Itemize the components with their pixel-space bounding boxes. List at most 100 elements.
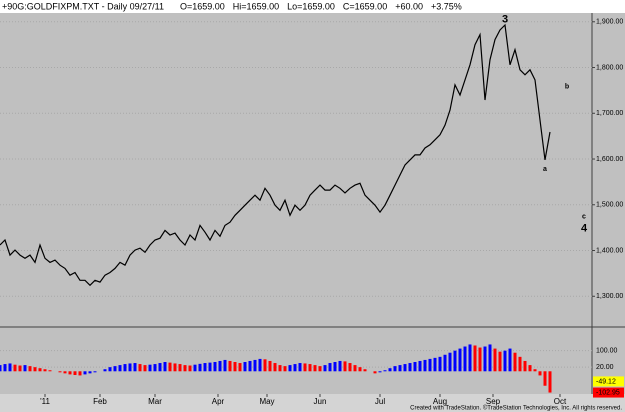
y-tick-label: 100.00 xyxy=(596,347,618,354)
y-tick-label: 1,600.00 xyxy=(596,156,623,163)
histogram-bar xyxy=(138,364,142,372)
histogram-bar xyxy=(398,365,402,372)
histogram-bar xyxy=(523,360,527,372)
histogram-bar xyxy=(148,364,152,372)
histogram-bar xyxy=(78,371,82,376)
x-tick-label: Aug xyxy=(433,397,447,406)
histogram-bar xyxy=(268,360,272,372)
histogram-bar xyxy=(73,371,77,376)
histogram-bar xyxy=(213,362,217,372)
price-line xyxy=(0,23,551,287)
histogram-bar xyxy=(428,358,432,372)
y-tick-label: 1,800.00 xyxy=(596,64,623,71)
histogram-bar xyxy=(168,362,172,372)
histogram-bar xyxy=(488,344,492,372)
histogram-bar xyxy=(273,363,277,372)
histogram-bar xyxy=(408,363,412,372)
histogram-bar xyxy=(458,348,462,372)
histogram-bar xyxy=(38,368,42,372)
histogram-bar xyxy=(438,356,442,372)
histogram-bar xyxy=(293,364,297,372)
histogram-bar xyxy=(393,366,397,372)
histogram-bar xyxy=(328,363,332,372)
histogram-bar xyxy=(228,360,232,372)
annotation: b xyxy=(565,84,569,91)
x-tick-label: Jul xyxy=(375,397,385,406)
histogram-bar xyxy=(238,363,242,372)
histogram-bar xyxy=(183,365,187,372)
header-field: +60.00 xyxy=(395,1,423,11)
histogram-bar xyxy=(363,369,367,372)
histogram-bar xyxy=(338,360,342,372)
value-marker-box xyxy=(593,376,624,387)
histogram-bar xyxy=(343,361,347,372)
histogram-bar xyxy=(33,367,37,372)
histogram-bar xyxy=(308,364,312,372)
histogram-bar xyxy=(463,346,467,372)
histogram-bar xyxy=(528,365,532,372)
histogram-bar xyxy=(388,368,392,372)
histogram-bar xyxy=(288,365,292,372)
histogram-bar xyxy=(28,366,32,372)
histogram-bar xyxy=(253,359,257,372)
histogram-bar xyxy=(263,359,267,372)
histogram-bar xyxy=(248,360,252,372)
histogram-bar xyxy=(88,371,92,374)
annotation: c xyxy=(582,214,586,221)
histogram-bar xyxy=(158,363,162,372)
histogram-bar xyxy=(478,347,482,372)
histogram-bar xyxy=(258,358,262,372)
histogram-bar xyxy=(303,363,307,372)
histogram-bar xyxy=(218,360,222,372)
histogram-bar xyxy=(333,362,337,372)
histogram-bar xyxy=(43,369,47,372)
histogram-bar xyxy=(423,359,427,372)
x-tick-label: Sep xyxy=(486,397,501,406)
header-field: Hi=1659.00 xyxy=(233,1,279,11)
y-tick-label: 1,400.00 xyxy=(596,247,623,254)
histogram-bar xyxy=(113,366,117,372)
histogram-bar xyxy=(498,351,502,372)
histogram-bar xyxy=(473,345,477,372)
histogram-bar xyxy=(378,371,382,373)
histogram-bar xyxy=(443,354,447,372)
histogram-bar xyxy=(223,359,227,372)
histogram-bar xyxy=(313,365,317,372)
x-tick-label: Feb xyxy=(93,397,107,406)
histogram-bar xyxy=(18,365,22,372)
histogram-bar xyxy=(433,357,437,372)
header-field: C=1659.00 xyxy=(343,1,387,11)
histogram-bar xyxy=(503,350,507,372)
x-tick-label: Oct xyxy=(554,397,567,406)
histogram-bar xyxy=(13,364,17,372)
histogram-bar xyxy=(143,365,147,372)
histogram-bar xyxy=(173,363,177,372)
histogram-bar xyxy=(123,364,127,372)
histogram-bar xyxy=(178,364,182,372)
x-tick-label: Jun xyxy=(314,397,327,406)
histogram-bar xyxy=(538,371,542,376)
histogram-bar xyxy=(128,363,132,372)
y-tick-label: 20.00 xyxy=(596,364,614,371)
y-tick-label: 1,300.00 xyxy=(596,293,623,300)
x-tick-label: Apr xyxy=(212,397,225,406)
histogram-bar xyxy=(353,365,357,372)
histogram-bar xyxy=(193,364,197,372)
histogram-bar xyxy=(93,371,97,373)
header-field: +3.75% xyxy=(431,1,462,11)
histogram-bar xyxy=(153,364,157,372)
histogram-bar xyxy=(518,356,522,372)
histogram-bar xyxy=(418,360,422,372)
histogram-bar xyxy=(118,365,122,372)
histogram-bar xyxy=(543,371,547,386)
histogram-bar xyxy=(103,369,107,372)
histogram-bar xyxy=(283,366,287,372)
histogram-bar xyxy=(373,371,377,374)
histogram-bar xyxy=(323,365,327,372)
histogram-bar xyxy=(58,371,62,373)
annotation: 3 xyxy=(502,13,508,25)
header-field: O=1659.00 xyxy=(180,1,225,11)
histogram-bar xyxy=(278,365,282,372)
histogram-bar xyxy=(203,363,207,372)
